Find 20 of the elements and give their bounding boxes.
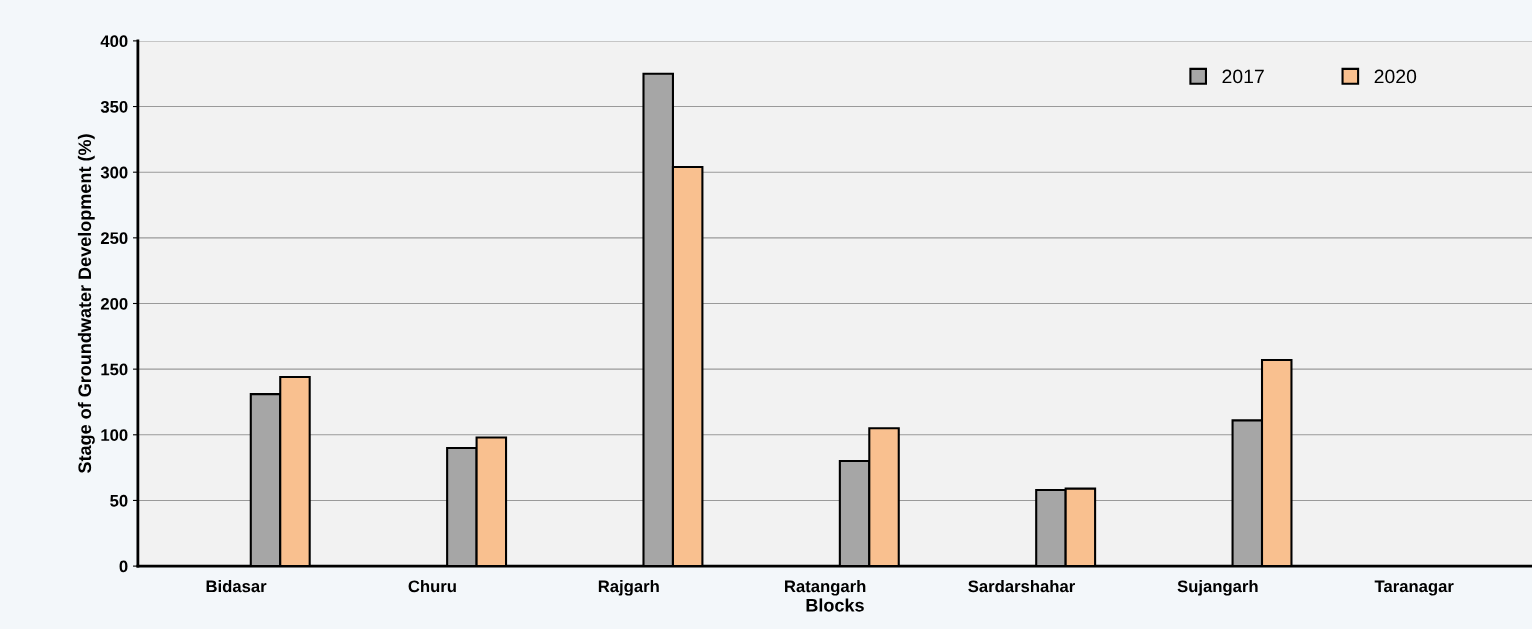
- y-tick-label: 50: [110, 494, 128, 507]
- x-axis-title: Blocks: [806, 598, 864, 612]
- y-tick-label: 100: [101, 429, 128, 441]
- legend-label: 2017: [1222, 69, 1264, 84]
- x-tick-label: Churu: [408, 579, 456, 593]
- y-tick-label: 0: [119, 560, 128, 573]
- y-tick-label: 350: [100, 100, 128, 113]
- x-tick-label: Sujangarh: [1177, 579, 1258, 596]
- y-tick-label: 200: [100, 297, 128, 310]
- y-tick-label: 250: [100, 232, 128, 245]
- legend-label: 2020: [1374, 69, 1417, 84]
- y-tick-label: 300: [100, 166, 128, 179]
- x-tick-label: Rajgarh: [598, 579, 659, 596]
- y-axis-title: Stage of Groundwater Development (%): [77, 134, 95, 474]
- x-tick-label: Bidasar: [206, 579, 267, 593]
- y-tick-label: 400: [100, 35, 128, 48]
- x-tick-label: Sardarshahar: [968, 579, 1075, 593]
- x-tick-label: Ratangarh: [785, 579, 866, 596]
- y-tick-label: 150: [101, 363, 128, 376]
- x-tick-label: Taranagar: [1374, 580, 1454, 596]
